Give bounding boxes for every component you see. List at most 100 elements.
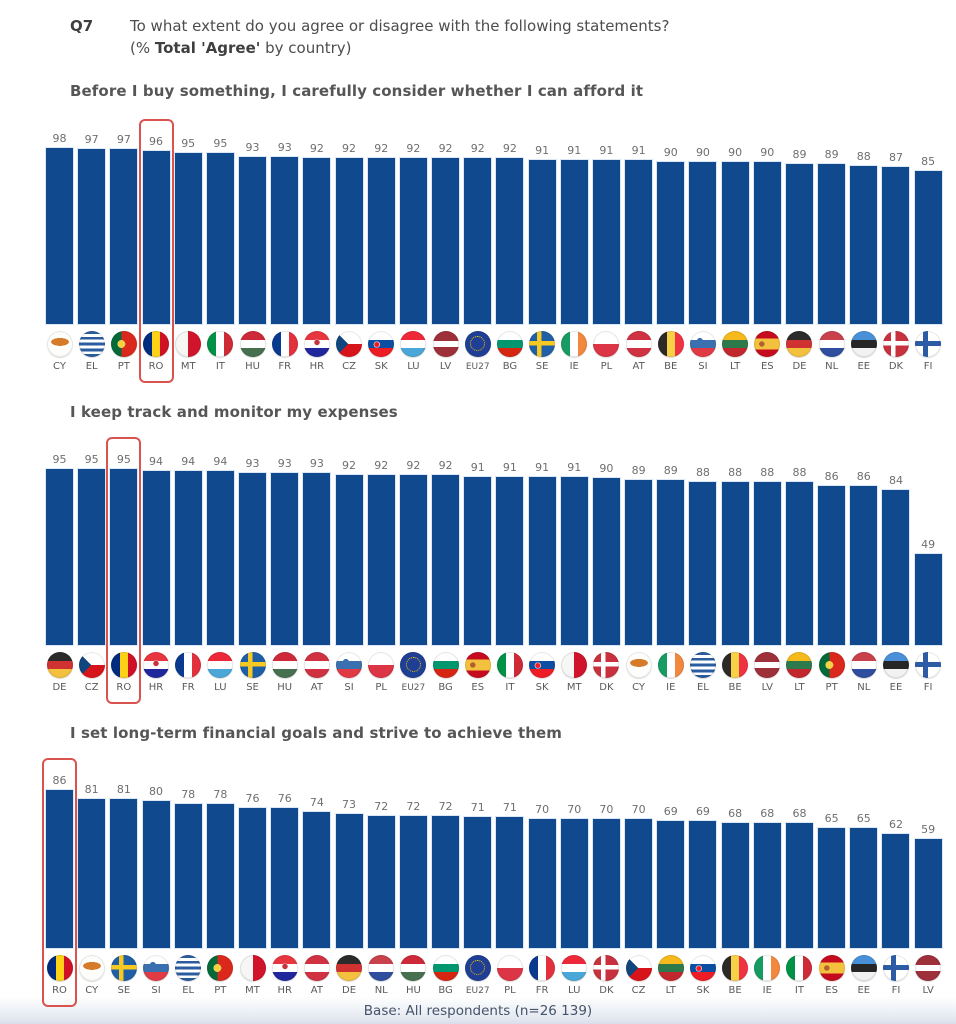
bar-se (527, 158, 557, 325)
plot-area: 89 (656, 451, 686, 646)
bar-column-lv: 88 LV (752, 451, 782, 694)
plot-area: 91 (624, 130, 654, 325)
flag-icon-de (46, 651, 73, 678)
bar-ee (881, 488, 911, 646)
bar-column-ie: 89 IE (656, 451, 686, 694)
bar-value-label: 86 (824, 469, 839, 483)
bar-mt (559, 475, 589, 646)
flag-icon-it (786, 954, 813, 981)
bar-column-el: 78 EL (173, 772, 203, 997)
bar-column-pt: 78 PT (205, 772, 235, 997)
bar-sk (527, 475, 557, 646)
bar-cy (624, 478, 654, 646)
bar-ro (45, 788, 74, 949)
country-code-label: EU27 (465, 361, 490, 372)
flag-icon-lt (786, 651, 813, 678)
plot-area: 95 (45, 451, 74, 646)
bar-lv (431, 156, 461, 325)
country-code-label: SK (535, 681, 549, 693)
country-code-label: AT (310, 681, 323, 693)
country-code-label: LU (407, 360, 420, 372)
bar-lt (720, 160, 750, 325)
bar-column-lt: 69 LT (656, 772, 686, 997)
country-code-label: MT (180, 360, 196, 372)
flag-icon-dk (882, 330, 909, 357)
bar-ie (656, 478, 686, 646)
question-code: Q7 (70, 17, 94, 35)
plot-area: 96 (141, 130, 171, 325)
bar-es (463, 475, 493, 646)
bar-es (817, 826, 847, 949)
plot-area: 98 (45, 130, 74, 325)
bar-el (77, 147, 107, 325)
bar-value-label: 91 (535, 143, 550, 157)
plot-area: 70 (624, 772, 654, 949)
bar-value-label: 91 (502, 460, 517, 474)
bar-column-pt: 97 PT (109, 130, 139, 373)
bar-it (205, 151, 235, 325)
bar-pt (817, 484, 847, 646)
bar-value-label: 86 (52, 773, 67, 787)
flag-icon-mt (561, 651, 588, 678)
country-code-label: LT (794, 681, 805, 693)
country-code-label: EE (857, 360, 871, 372)
plot-area: 92 (431, 451, 461, 646)
country-code-label: EE (857, 984, 871, 996)
country-code-label: HR (148, 681, 164, 693)
bar-value-label: 89 (663, 463, 678, 477)
flag-icon-ee (882, 651, 909, 678)
country-code-label: DE (342, 984, 357, 996)
flag-icon-ro (143, 330, 170, 357)
flag-icon-pl (368, 651, 395, 678)
flag-icon-sk (368, 330, 395, 357)
bar-value-label: 97 (84, 132, 99, 146)
plot-area: 88 (752, 451, 782, 646)
country-code-label: CZ (84, 681, 99, 693)
bar-at (302, 471, 332, 646)
bar-column-sk: 91 SK (527, 451, 557, 694)
bar-column-mt: 76 MT (238, 772, 268, 997)
bar-value-label: 91 (599, 143, 614, 157)
flag-icon-hr (271, 954, 298, 981)
bar-value-label: 92 (470, 141, 485, 155)
bar-column-lu: 70 LU (559, 772, 589, 997)
country-code-label: LV (439, 360, 452, 372)
bar-column-de: 73 DE (334, 772, 364, 997)
plot-area: 97 (77, 130, 107, 325)
bar-pl (591, 158, 621, 325)
bar-column-lv: 92 LV (431, 130, 461, 373)
bar-pt (205, 802, 235, 949)
bar-column-cz: 95 CZ (77, 451, 107, 694)
plot-area: 70 (591, 772, 621, 949)
bar-column-bg: 92 BG (431, 451, 461, 694)
bar-column-fi: 49 FI (913, 451, 943, 694)
plot-area: 71 (463, 772, 493, 949)
bar-value-label: 91 (631, 143, 646, 157)
country-code-label: MT (566, 681, 582, 693)
country-code-label: LV (761, 681, 773, 693)
flag-icon-be (657, 330, 684, 357)
bar-ee (849, 164, 879, 325)
bar-column-fr: 70 FR (527, 772, 557, 997)
flag-icon-el (689, 651, 716, 678)
bar-column-hr: 76 HR (270, 772, 300, 997)
bar-column-mt: 95 MT (173, 130, 203, 373)
country-code-label: NL (825, 360, 839, 372)
bar-value-label: 91 (567, 460, 582, 474)
country-code-label: LT (665, 984, 676, 996)
flag-icon-si (143, 954, 170, 981)
flag-icon-pl (496, 954, 523, 981)
country-code-label: PL (504, 984, 516, 996)
plot-area: 78 (173, 772, 203, 949)
country-code-label: ES (471, 681, 485, 693)
bar-value-label: 92 (438, 458, 453, 472)
bar-bg (431, 473, 461, 646)
bars-row-goals: 86 RO 81 CY 81 SE 80 SI 78 EL 78 PT 76 MT 76 HR 74 AT 73 DE… (0, 757, 956, 1007)
flag-icon-fr (529, 954, 556, 981)
flag-icon-ee (850, 954, 877, 981)
plot-area: 87 (881, 130, 911, 325)
flag-icon-si (689, 330, 716, 357)
eu-stars-icon (405, 657, 421, 672)
country-code-label: RO (52, 984, 67, 996)
country-code-label: SE (117, 984, 131, 996)
